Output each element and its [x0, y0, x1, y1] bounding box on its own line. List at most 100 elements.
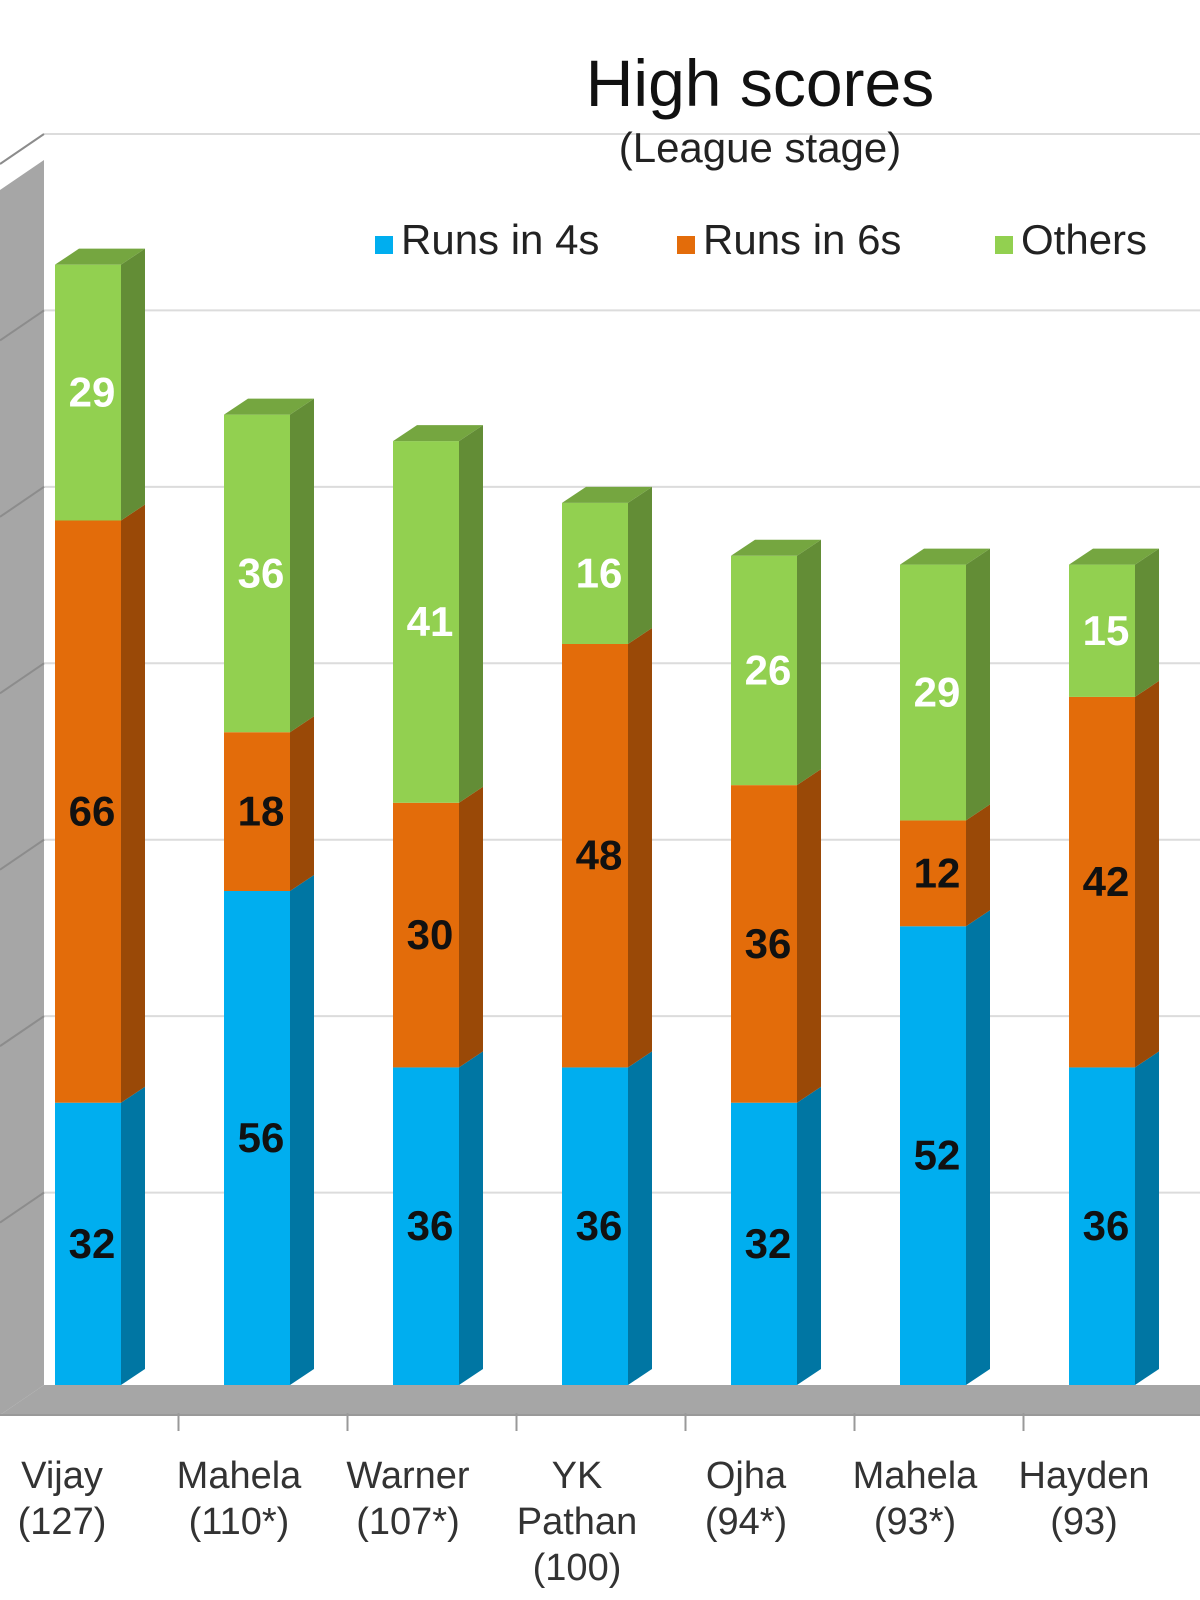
side-gridline [0, 662, 45, 695]
bar-side [459, 425, 483, 803]
side-gridline [0, 1191, 45, 1224]
bar-segment [900, 926, 966, 1385]
legend-swatch [677, 236, 695, 254]
bar-segment [55, 264, 121, 521]
data-label: 18 [238, 788, 285, 835]
chart-subtitle: (League stage) [619, 124, 902, 171]
data-label: 36 [1083, 1202, 1130, 1249]
bar-segment [1069, 1067, 1135, 1385]
chart-title: High scores [586, 46, 934, 120]
bar-side [966, 548, 990, 821]
bar-segment [55, 520, 121, 1103]
bar-segment [224, 414, 290, 733]
bar-segment [1069, 696, 1135, 1068]
data-label: 48 [576, 832, 623, 879]
x-tick-label: YK [552, 1455, 603, 1497]
bar-side [628, 486, 652, 644]
legend-label: Runs in 6s [703, 216, 901, 263]
x-tick-label: Pathan [517, 1501, 637, 1543]
x-tick-label: (94*) [705, 1501, 787, 1543]
side-gridline [0, 838, 45, 871]
side-wall [0, 160, 44, 1415]
data-label: 36 [407, 1202, 454, 1249]
x-tick-label: Hayden [1019, 1455, 1150, 1497]
bar-segment [224, 891, 290, 1385]
data-label: 12 [914, 849, 961, 896]
side-gridline [0, 309, 45, 342]
legend-swatch [375, 236, 393, 254]
data-label: 36 [745, 920, 792, 967]
x-tick-label: Mahela [853, 1455, 978, 1497]
bar-side [1135, 548, 1159, 697]
bar-side [290, 398, 314, 733]
bar-segment [393, 802, 459, 1068]
data-label: 66 [69, 788, 116, 835]
bar-top [562, 486, 652, 503]
legend-label: Runs in 4s [401, 216, 599, 263]
bar-side [797, 1086, 821, 1385]
bar-side [966, 910, 990, 1385]
bar-segment [900, 820, 966, 927]
legend: Runs in 4s Runs in 6s Others [375, 216, 1147, 263]
bar-segment [562, 1067, 628, 1385]
x-tick-label: Vijay [21, 1455, 103, 1497]
data-label: 26 [745, 646, 792, 693]
data-label: 36 [576, 1202, 623, 1249]
bar-top [224, 398, 314, 415]
bar-segment [55, 1102, 121, 1385]
x-tick-label: Mahela [177, 1455, 302, 1497]
data-label: 30 [407, 911, 454, 958]
bar-segment [562, 644, 628, 1068]
bar-side [459, 786, 483, 1068]
bar-side [121, 504, 145, 1103]
x-tick-label: (127) [18, 1501, 107, 1543]
bar-side [966, 804, 990, 927]
x-tick-label: Warner [346, 1455, 470, 1497]
bar-segment [731, 1102, 797, 1385]
bar-side [290, 875, 314, 1385]
data-label: 41 [407, 598, 454, 645]
bar-side [628, 1051, 652, 1385]
side-gridline [0, 133, 45, 165]
x-tick-label: (93*) [874, 1501, 956, 1543]
bar-side [1135, 1051, 1159, 1385]
legend-swatch [995, 236, 1013, 254]
bar-segment [393, 441, 459, 803]
x-tick-label: Ojha [706, 1455, 787, 1497]
data-label: 32 [69, 1220, 116, 1267]
bar-segment [731, 785, 797, 1103]
bar-side [628, 628, 652, 1068]
bar-side [290, 716, 314, 891]
data-label: 52 [914, 1132, 961, 1179]
bar-segment [900, 564, 966, 821]
x-tick-label: (110*) [189, 1501, 290, 1543]
data-label: 32 [745, 1220, 792, 1267]
side-gridline [0, 1015, 45, 1047]
bar-top [731, 539, 821, 556]
bar-segment [393, 1067, 459, 1385]
bar-side [797, 539, 821, 786]
bar-side [459, 1051, 483, 1385]
x-tick-label: (100) [533, 1547, 622, 1589]
data-label: 29 [69, 369, 116, 416]
bar-top [900, 548, 990, 565]
bar-top [393, 425, 483, 442]
data-label: 29 [914, 669, 961, 716]
bar-top [1069, 548, 1159, 565]
bar-segment [731, 555, 797, 786]
legend-label: Others [1021, 216, 1147, 263]
bar-side [121, 248, 145, 521]
side-gridline [0, 486, 45, 518]
data-label: 16 [576, 549, 623, 596]
x-tick-label: (93) [1050, 1501, 1118, 1543]
x-tick-label: (107*) [356, 1501, 460, 1543]
bar-side [1135, 680, 1159, 1068]
data-label: 36 [238, 549, 285, 596]
data-label: 56 [238, 1114, 285, 1161]
data-label: 15 [1083, 607, 1130, 654]
bar-side [121, 1086, 145, 1385]
bar-segment [1069, 564, 1135, 697]
bar-segment [562, 502, 628, 644]
